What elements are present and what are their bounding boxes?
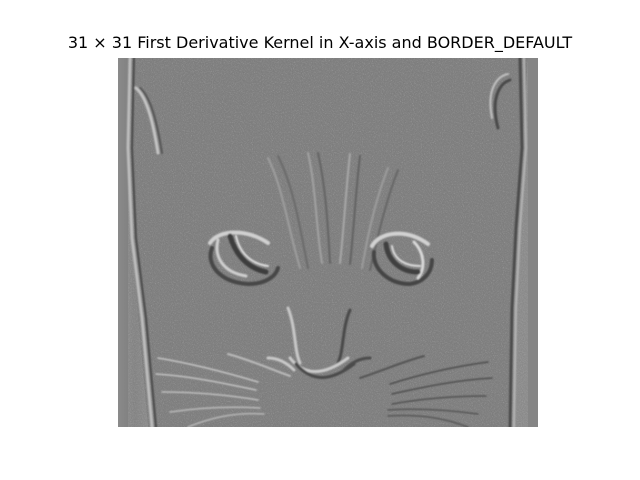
- derivative-image-panel: [118, 58, 538, 427]
- cat-face-edge-map-icon: [118, 58, 538, 427]
- figure-title: 31 × 31 First Derivative Kernel in X-axi…: [67, 33, 573, 52]
